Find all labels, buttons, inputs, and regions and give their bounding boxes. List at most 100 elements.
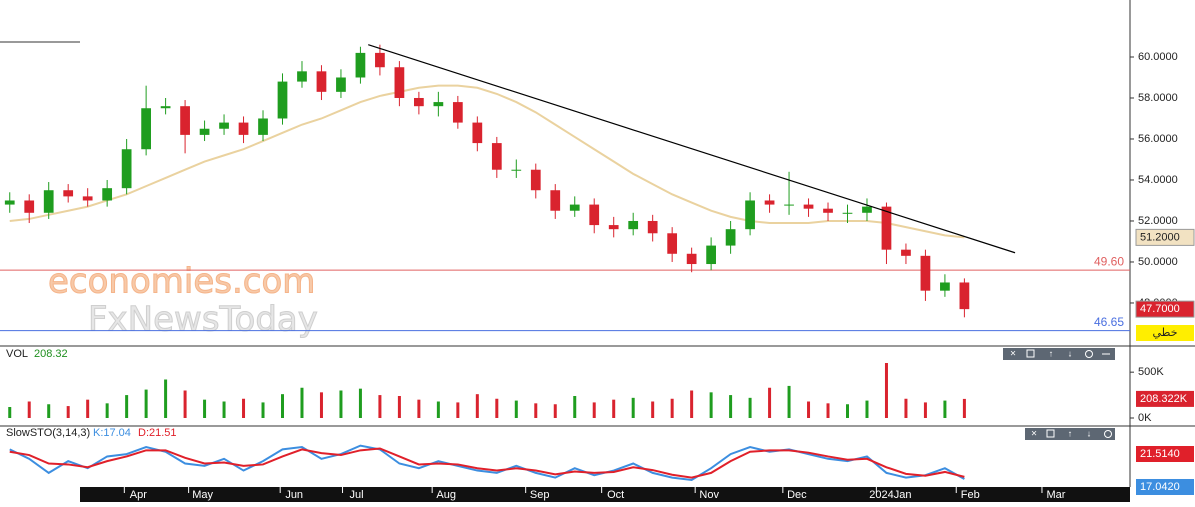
candle-body	[608, 225, 619, 230]
candle-body	[180, 106, 190, 135]
candle-body	[258, 118, 268, 135]
volume-badge: 208.322K	[1140, 393, 1188, 405]
x-tick-label: Dec	[787, 489, 807, 501]
candle-body	[647, 220, 658, 234]
stochastic-title: SlowSTO(3,14,3)	[6, 427, 90, 439]
candle-body	[842, 212, 853, 214]
last-price-badge: 47.7000	[1140, 303, 1180, 315]
volume-bar	[807, 401, 811, 418]
stochastic-toolbar: × ↑ ↓	[1025, 428, 1115, 440]
candle-body	[472, 122, 483, 144]
x-tick-label: Oct	[607, 489, 624, 501]
right-axis-area	[1130, 0, 1195, 502]
volume-bar	[27, 401, 31, 418]
candle-body	[764, 200, 775, 205]
mode-badge: خطي	[1153, 327, 1178, 339]
candle-body	[881, 206, 892, 250]
volume-bar	[358, 388, 362, 418]
volume-bar	[203, 399, 207, 418]
volume-bar	[670, 398, 674, 418]
volume-bar	[436, 401, 440, 418]
candle-body	[141, 108, 151, 150]
volume-bar	[768, 387, 772, 418]
volume-bar	[378, 395, 382, 418]
candle-body	[745, 200, 755, 230]
x-tick-label: Mar	[1046, 489, 1065, 501]
volume-bar	[709, 392, 713, 418]
y-tick-label: 54.0000	[1138, 174, 1178, 186]
volume-bar	[164, 379, 168, 418]
candle-body	[862, 206, 872, 213]
candle-body	[569, 204, 580, 211]
candle-body	[491, 143, 502, 170]
candle-body	[959, 282, 970, 310]
candle-body	[297, 71, 307, 82]
volume-bar	[592, 402, 596, 418]
candle-body	[102, 188, 113, 201]
y-tick-label: 50.0000	[1138, 256, 1178, 268]
volume-bar	[319, 392, 323, 418]
volume-bar	[962, 398, 966, 418]
candle-body	[550, 190, 561, 211]
volume-bar	[8, 407, 12, 418]
candle-body	[160, 106, 171, 109]
candle-body	[277, 81, 288, 119]
svg-text:↑: ↑	[1068, 428, 1073, 438]
volume-bar	[923, 402, 927, 418]
candle-body	[355, 52, 366, 78]
y-tick-label: 60.0000	[1138, 51, 1178, 63]
volume-bar	[183, 390, 187, 418]
candle-body	[219, 122, 229, 129]
trendline	[368, 44, 1016, 254]
candle-body	[238, 122, 249, 135]
volume-bar	[222, 401, 226, 418]
stochastic-badge-bg	[1136, 478, 1194, 495]
last-price-badge-bg	[1135, 300, 1195, 318]
stochastic-line	[9, 447, 965, 479]
volume-y-tick-label: 0K	[1138, 412, 1152, 424]
volume-bar	[242, 398, 246, 418]
mode-badge-bg	[1136, 325, 1194, 341]
level-label: 49.60	[1094, 254, 1124, 268]
volume-header-value: 208.32	[34, 348, 68, 360]
candle-body	[823, 208, 833, 213]
candle-body	[121, 149, 132, 189]
stochastic-badge-bg	[1136, 446, 1194, 462]
candle-body	[920, 255, 931, 291]
candle-body	[784, 204, 794, 206]
stochastic-k-header: K:17.04	[93, 427, 131, 439]
volume-bar	[397, 396, 401, 418]
svg-text:×: ×	[1031, 429, 1037, 440]
volume-bar	[553, 404, 557, 418]
candle-body	[316, 71, 327, 92]
watermark: economies.com	[48, 262, 315, 302]
y-tick-label: 52.0000	[1138, 215, 1178, 227]
candle-body	[511, 169, 522, 171]
volume-title: VOL	[6, 348, 28, 360]
stochastic-badge: 17.0420	[1140, 481, 1180, 493]
volume-bar	[66, 406, 70, 418]
volume-bar	[339, 390, 343, 418]
volume-bar	[943, 400, 947, 418]
candle-body	[940, 282, 950, 291]
candle-body	[901, 249, 911, 256]
volume-bar	[281, 394, 284, 418]
y-tick-label: 56.0000	[1138, 133, 1178, 145]
volume-bar	[105, 403, 109, 418]
candle-body	[589, 204, 600, 226]
svg-text:↓: ↓	[1087, 428, 1092, 438]
volume-bar	[125, 395, 129, 418]
volume-bar	[144, 389, 148, 418]
candle-body	[336, 77, 346, 92]
volume-bar	[456, 402, 460, 418]
svg-text:↑: ↑	[1049, 348, 1054, 358]
volume-bar	[846, 404, 849, 418]
volume-bar	[417, 399, 421, 418]
stochastic-d-header: D:21.51	[138, 427, 177, 439]
volume-bar	[884, 363, 888, 418]
candle-body	[628, 220, 639, 230]
candle-body	[63, 190, 74, 197]
volume-bar	[261, 402, 265, 418]
